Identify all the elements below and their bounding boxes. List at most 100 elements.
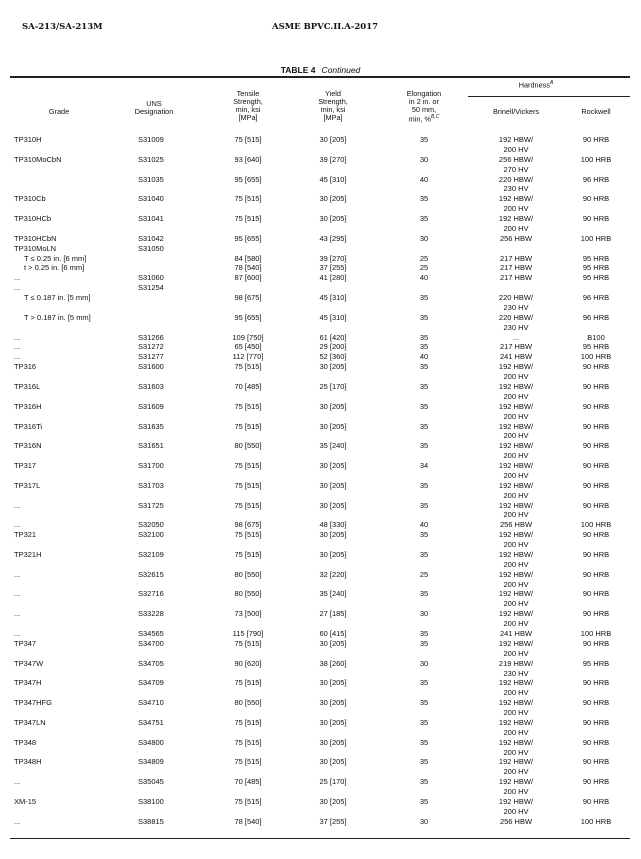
- tensile-cell: 75 [515]: [234, 194, 262, 204]
- rockwell-cell: 90 HRB: [582, 194, 610, 204]
- rockwell-cell: 96 HRB: [582, 312, 610, 322]
- brinell-cell: 192 HBW/: [498, 401, 534, 411]
- brinell-cell-line2: 200 HV: [503, 411, 529, 421]
- uns-cell: S31277: [138, 352, 164, 362]
- rockwell-cell: 90 HRB: [582, 362, 610, 372]
- brinell-cell: 192 HBW/: [498, 382, 534, 391]
- grade-cell: TP347HFG: [14, 698, 52, 708]
- brinell-cell: 192 HBW/: [498, 194, 534, 204]
- uns-cell: S38100: [138, 796, 164, 806]
- grade-cell: ...: [14, 816, 21, 826]
- grade-cell: TP347LN: [14, 717, 46, 727]
- brinell-cell-line2: 200 HV: [503, 648, 529, 658]
- yield-cell: 30 [205]: [319, 638, 347, 648]
- yield-cell: 30 [205]: [319, 549, 347, 559]
- yield-cell: 30 [205]: [319, 530, 347, 540]
- grade-cell: XM-15: [14, 796, 37, 806]
- grade-cell: T ≤ 0.187 in. [5 mm]: [24, 293, 91, 303]
- yield-cell: 30 [205]: [319, 194, 347, 204]
- brinell-cell: 192 HBW/: [498, 461, 534, 471]
- grade-cell: t > 0.25 in. [6 mm]: [24, 263, 85, 273]
- grade-cell: ...: [14, 609, 21, 619]
- rockwell-cell: 95 HRB: [582, 658, 610, 668]
- grade-cell: ...: [14, 569, 21, 579]
- rockwell-cell: 90 HRB: [582, 717, 610, 727]
- yield-cell: 30 [205]: [319, 421, 347, 431]
- top-rule: [10, 76, 630, 78]
- uns-cell: S34700: [138, 638, 164, 648]
- brinell-cell: 192 HBW/: [498, 500, 534, 510]
- yield-cell: 35 [240]: [319, 441, 347, 451]
- yield-cell: 30 [205]: [319, 401, 347, 411]
- uns-cell: S31651: [138, 441, 164, 451]
- elongation-cell: 30: [419, 816, 429, 826]
- brinell-cell: 241 HBW: [499, 629, 533, 638]
- grade-cell: ...: [14, 520, 21, 530]
- grade-cell: TP347W: [14, 658, 44, 668]
- tensile-cell: 80 [550]: [234, 589, 262, 599]
- rockwell-cell: 90 HRB: [582, 757, 610, 767]
- brinell-cell-line2: 230 HV: [503, 322, 529, 332]
- rockwell-cell: 90 HRB: [582, 480, 610, 490]
- yield-cell: 45 [310]: [319, 174, 347, 184]
- rockwell-cell: 90 HRB: [582, 737, 610, 747]
- rockwell-cell: B100: [587, 332, 605, 342]
- brinell-cell-line2: 200 HV: [503, 540, 529, 550]
- grade-cell: TP347: [14, 638, 37, 648]
- header-line: Strength,: [318, 96, 348, 106]
- brinell-cell-line2: 200 HV: [503, 747, 529, 757]
- yield-cell: 30 [205]: [319, 135, 347, 144]
- uns-cell: S34709: [138, 678, 164, 688]
- uns-cell: S31703: [138, 480, 164, 490]
- tensile-cell: 70 [485]: [234, 382, 262, 391]
- uns-cell: S31603: [138, 382, 164, 391]
- yield-cell: 60 [415]: [319, 629, 347, 638]
- tensile-cell: 78 [540]: [234, 263, 262, 273]
- brinell-cell-line2: 200 HV: [503, 787, 529, 797]
- rockwell-cell: 100 HRB: [580, 816, 612, 826]
- brinell-cell: 192 HBW/: [498, 441, 534, 451]
- elongation-cell: 35: [419, 737, 429, 747]
- yield-cell: 32 [220]: [319, 569, 347, 579]
- tensile-cell: 98 [675]: [234, 293, 262, 303]
- grade-cell: TP347H: [14, 678, 42, 688]
- table-label: TABLE 4: [280, 65, 316, 75]
- yield-cell: 25 [170]: [319, 382, 347, 391]
- header-rockwell: Rockwell: [581, 107, 611, 116]
- brinell-cell: 192 HBW/: [498, 421, 534, 431]
- uns-cell: S34705: [138, 658, 164, 668]
- grade-cell: ...: [14, 273, 21, 283]
- elongation-cell: 35: [419, 549, 429, 559]
- yield-cell: 30 [205]: [319, 500, 347, 510]
- brinell-cell: 217 HBW: [499, 263, 533, 273]
- yield-cell: 30 [205]: [319, 698, 347, 708]
- brinell-cell: 256 HBW: [499, 233, 533, 243]
- rockwell-cell: 90 HRB: [582, 777, 610, 787]
- brinell-cell: 192 HBW/: [498, 480, 534, 490]
- yield-cell: 43 [295]: [319, 233, 347, 243]
- grade-cell: TP310HCb: [14, 214, 52, 224]
- header-line: Yield: [325, 89, 341, 98]
- tensile-cell: 115 [790]: [232, 629, 264, 638]
- brinell-cell-line2: 200 HV: [503, 470, 529, 480]
- brinell-cell-line2: 200 HV: [503, 490, 529, 500]
- grade-cell: ...: [14, 777, 21, 787]
- rockwell-cell: 95 HRB: [582, 273, 610, 283]
- uns-cell: S31009: [138, 135, 164, 144]
- rockwell-cell: 100 HRB: [580, 520, 612, 530]
- uns-cell: S31050: [138, 243, 164, 253]
- grade-cell: ...: [14, 589, 21, 599]
- grade-cell: TP321H: [14, 549, 42, 559]
- uns-cell: S34565: [138, 629, 164, 638]
- rockwell-cell: 96 HRB: [582, 293, 610, 303]
- elongation-cell: 35: [419, 589, 429, 599]
- uns-cell: S32109: [138, 549, 164, 559]
- rockwell-cell: 96 HRB: [582, 174, 610, 184]
- elongation-cell: 35: [419, 382, 429, 391]
- elongation-cell: 35: [419, 293, 429, 303]
- yield-cell: 45 [310]: [319, 312, 347, 322]
- header-line-text: min, %: [408, 114, 431, 124]
- page-header-spec: SA-213/SA-213M: [22, 22, 103, 32]
- uns-cell: S34710: [138, 698, 164, 708]
- elongation-cell: 30: [419, 154, 429, 164]
